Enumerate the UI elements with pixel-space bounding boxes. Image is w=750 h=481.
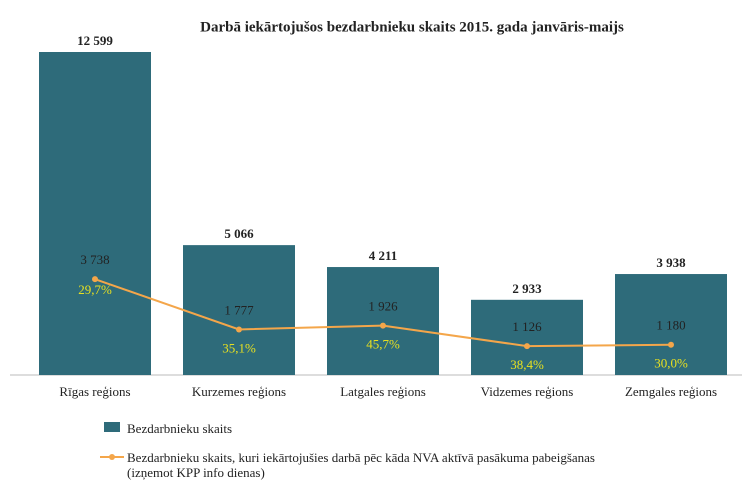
legend-swatch [104, 422, 120, 432]
line-point [236, 326, 242, 333]
x-tick-label: Kurzemes reģions [192, 384, 286, 399]
percent-label: 35,1% [222, 340, 256, 355]
bar-value-label: 5 066 [224, 226, 254, 241]
x-tick-label: Zemgales reģions [625, 384, 717, 399]
x-tick-label: Latgales reģions [340, 384, 426, 399]
line-value-label: 1 126 [512, 319, 542, 334]
bar [327, 267, 439, 375]
legend-label: Bezdarbnieku skaits [127, 421, 233, 436]
line-value-label: 1 777 [224, 302, 254, 317]
percent-label: 45,7% [366, 337, 400, 352]
x-tick-label: Rīgas reģions [59, 384, 130, 399]
legend-swatch [109, 454, 115, 460]
bar-value-label: 4 211 [369, 248, 398, 263]
percent-label: 30,0% [654, 356, 688, 371]
line-point [92, 276, 98, 283]
line-value-label: 1 180 [656, 318, 685, 333]
bar [183, 245, 295, 375]
line-value-label: 3 738 [80, 252, 109, 267]
percent-label: 29,7% [78, 282, 112, 297]
line-point [380, 322, 386, 329]
chart-title: Darbā iekārtojušos bezdarbnieku skaits 2… [200, 19, 624, 35]
bar-value-label: 3 938 [656, 255, 686, 270]
x-tick-label: Vidzemes reģions [481, 384, 574, 399]
bar-value-label: 12 599 [77, 33, 113, 48]
line-point [524, 343, 530, 350]
line-point [668, 341, 674, 348]
bar [615, 274, 727, 375]
legend-label: Bezdarbnieku skaits, kuri iekārtojušies … [127, 450, 595, 480]
percent-label: 38,4% [510, 357, 544, 372]
bar-value-label: 2 933 [512, 281, 542, 296]
bar [39, 52, 151, 375]
bar [471, 299, 583, 375]
line-value-label: 1 926 [368, 299, 398, 314]
